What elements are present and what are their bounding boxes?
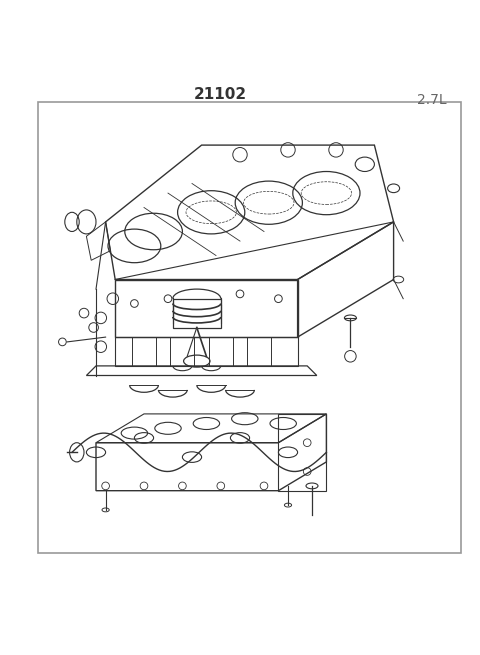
Bar (38, 102, 461, 553)
Text: 21102: 21102 (194, 87, 247, 102)
Bar (132, 337, 156, 366)
Text: 2.7L: 2.7L (417, 93, 446, 107)
Bar (278, 414, 326, 491)
Bar (209, 337, 233, 366)
Bar (170, 337, 194, 366)
Bar (247, 337, 271, 366)
